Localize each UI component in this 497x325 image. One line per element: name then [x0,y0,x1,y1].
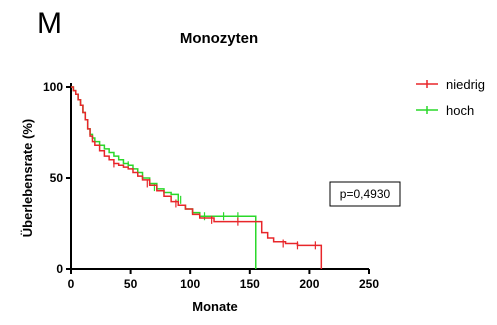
series-line-niedrig [71,86,323,269]
legend-item-hoch: hoch [416,103,474,118]
p-value-frame [329,181,401,207]
p-value-box: p=0,4930 [329,181,401,207]
x-tick-label: 50 [124,277,138,291]
legend-label-hoch: hoch [446,103,474,118]
x-tick-label: 200 [299,277,319,291]
series-line-hoch [71,86,257,269]
y-tick-label: 100 [43,80,63,94]
chart-title: Monozyten [180,30,258,47]
panel-letter: M [37,7,62,40]
legend: niedrig hoch [416,77,485,118]
x-tick-label: 0 [68,277,75,291]
y-tick-label: 50 [50,171,64,185]
x-tick-label: 250 [359,277,379,291]
axes [70,83,369,270]
legend-label-niedrig: niedrig [446,77,485,92]
x-tick-label: 100 [180,277,200,291]
p-value-label: p=0,4930 [340,187,391,201]
ticks: 0 50 100 150 200 250 0 50 100 [43,80,379,291]
series-layer [71,86,323,269]
y-axis-title: Überlebensrate (%) [20,119,35,237]
x-tick-label: 150 [240,277,260,291]
legend-item-niedrig: niedrig [416,77,485,92]
x-axis-title: Monate [192,299,238,314]
y-tick-label: 0 [56,262,63,276]
